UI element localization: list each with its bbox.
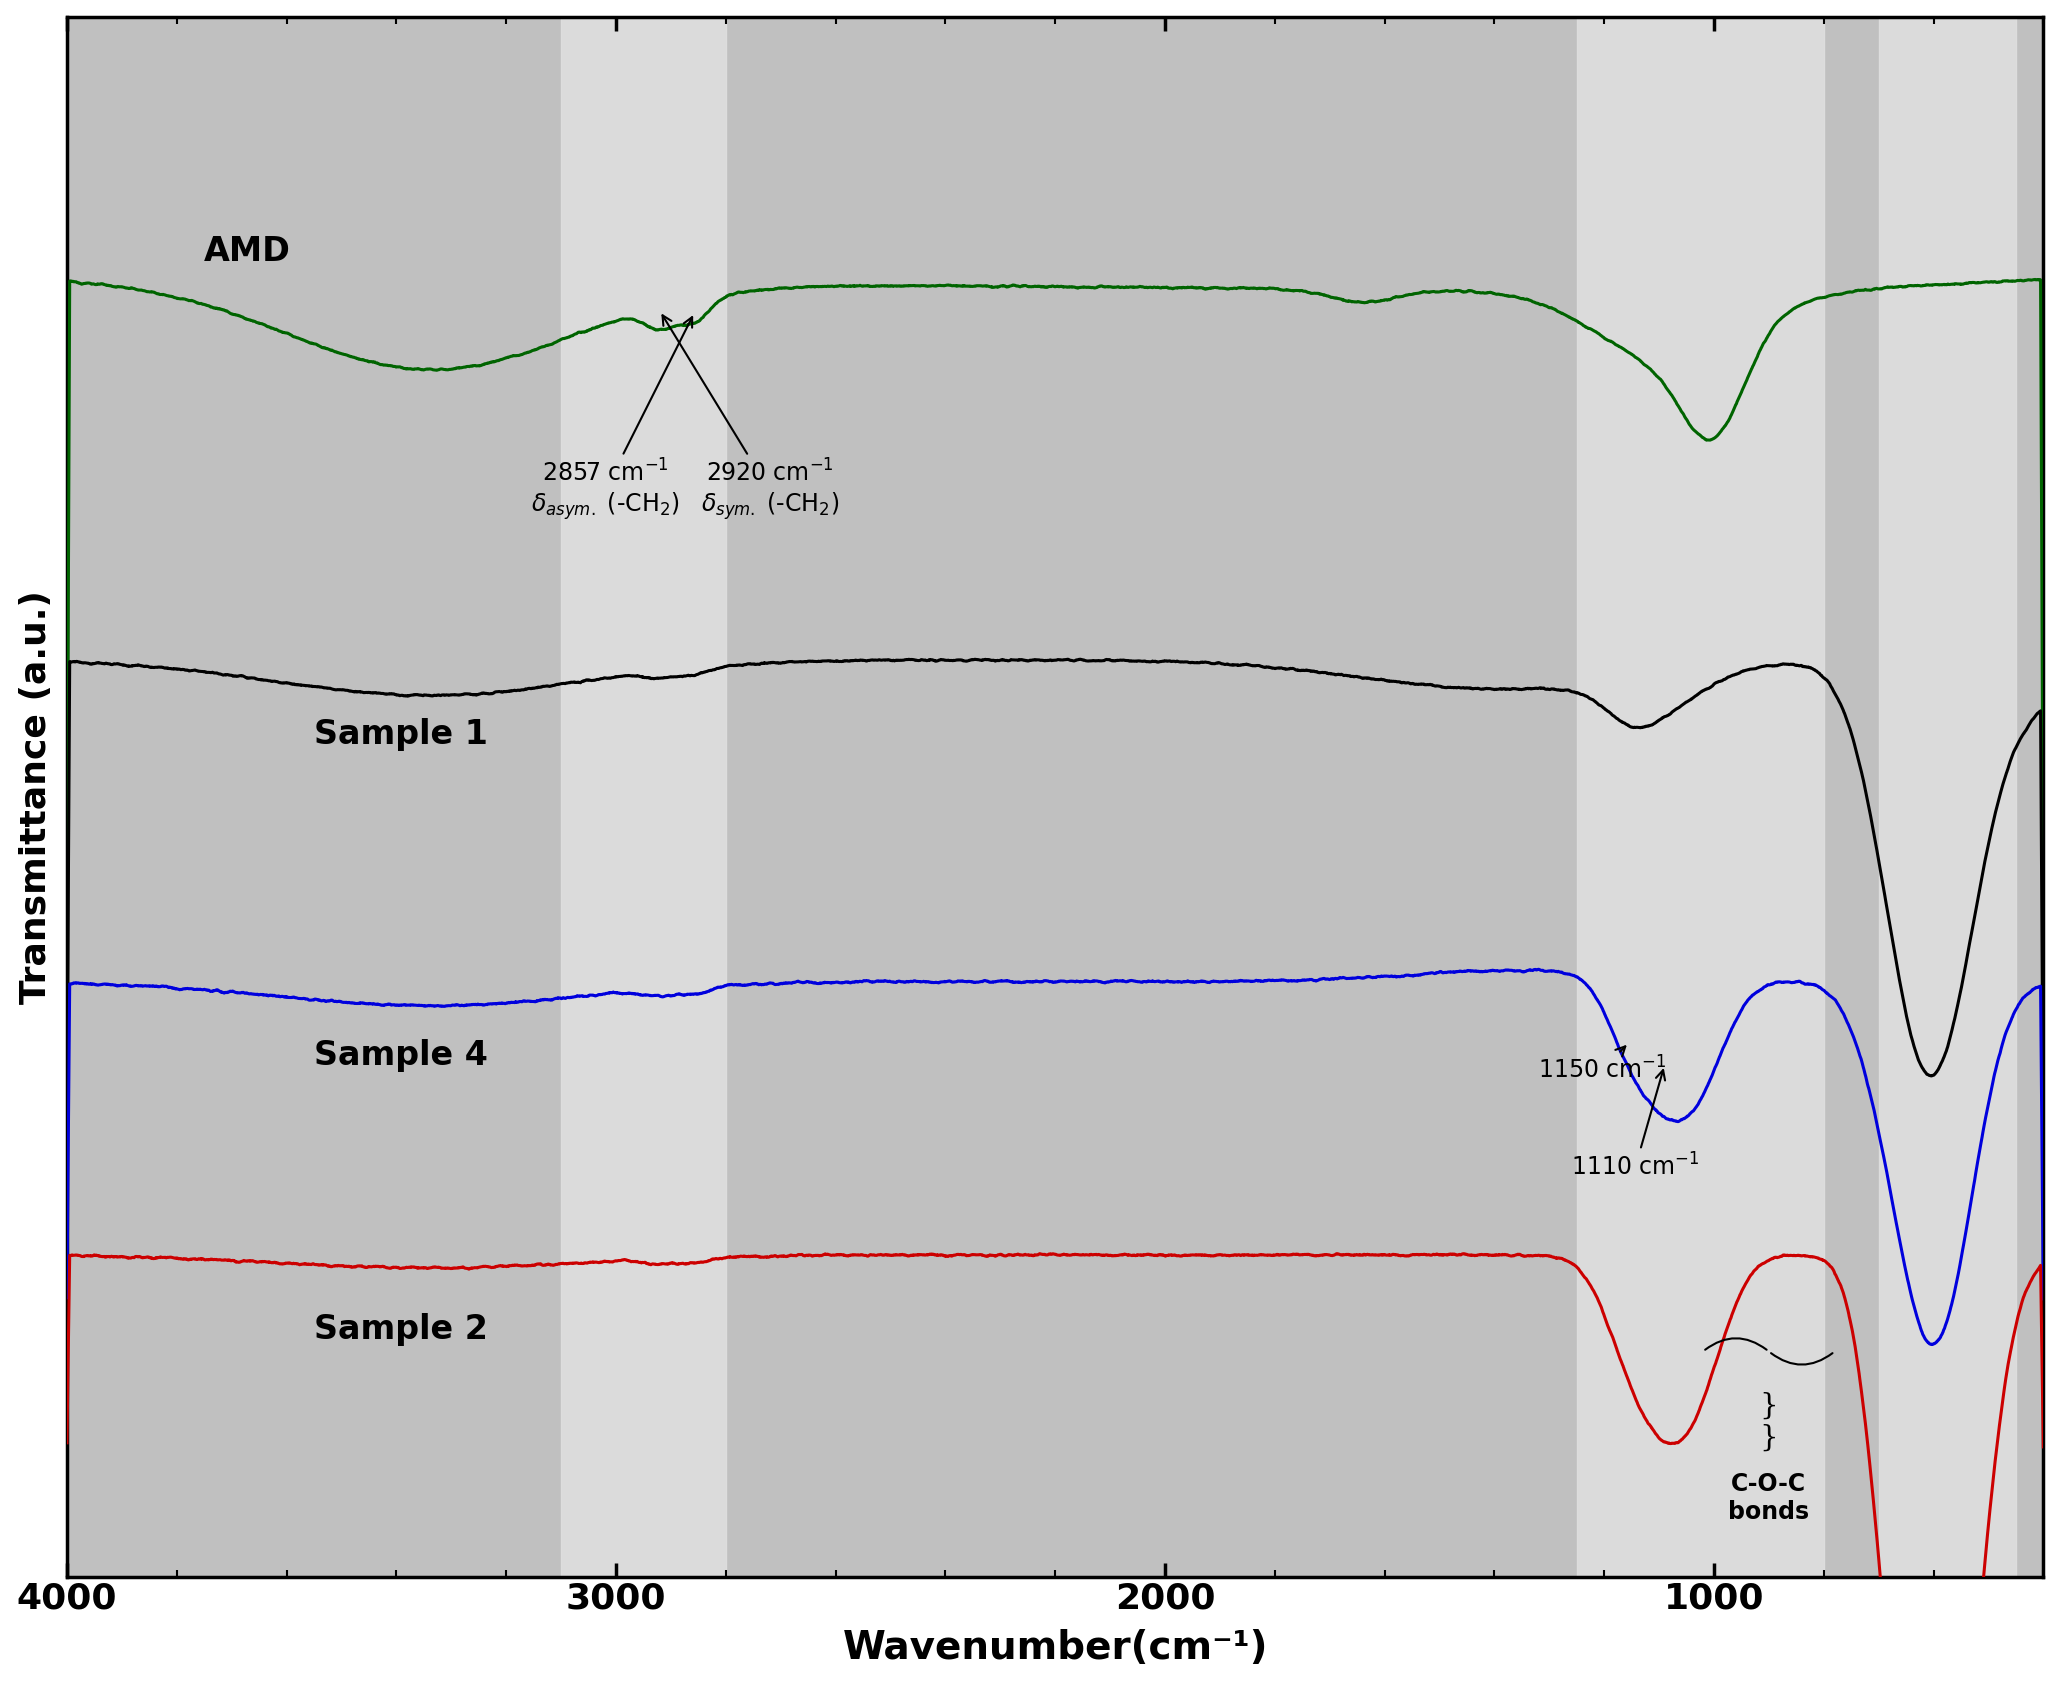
Text: 2920 cm$^{-1}$
$\delta_{sym.}$ (-CH$_2$): 2920 cm$^{-1}$ $\delta_{sym.}$ (-CH$_2$): [663, 315, 838, 522]
Text: Sample 1: Sample 1: [313, 717, 488, 751]
X-axis label: Wavenumber(cm⁻¹): Wavenumber(cm⁻¹): [843, 1630, 1267, 1667]
Text: Sample 4: Sample 4: [313, 1039, 488, 1073]
Text: Sample 2: Sample 2: [313, 1312, 488, 1346]
Text: }
}: } }: [1759, 1391, 1778, 1452]
Y-axis label: Transmittance (a.u.): Transmittance (a.u.): [19, 589, 54, 1004]
Text: 2857 cm$^{-1}$
$\delta_{asym.}$ (-CH$_2$): 2857 cm$^{-1}$ $\delta_{asym.}$ (-CH$_2$…: [531, 317, 692, 522]
Text: 1150 cm$^{-1}$: 1150 cm$^{-1}$: [1539, 1046, 1667, 1083]
Bar: [560, 17, 725, 1576]
Bar: [1576, 17, 1823, 1576]
Bar: [1879, 17, 2017, 1576]
Text: 1110 cm$^{-1}$: 1110 cm$^{-1}$: [1572, 1069, 1699, 1180]
Text: AMD: AMD: [204, 236, 290, 268]
Text: C-O-C
bonds: C-O-C bonds: [1728, 1472, 1809, 1524]
